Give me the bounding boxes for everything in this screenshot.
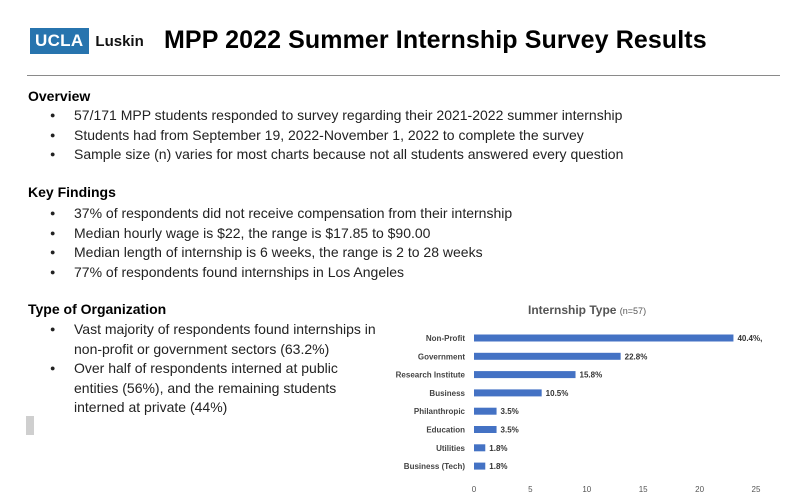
x-tick-label: 25 bbox=[752, 485, 761, 494]
bar bbox=[474, 407, 497, 415]
logo-ucla-text: UCLA bbox=[30, 28, 90, 54]
category-label: Government bbox=[418, 352, 465, 361]
org-type-list: Vast majority of respondents found inter… bbox=[50, 320, 380, 418]
bar bbox=[474, 334, 734, 342]
list-item: Sample size (n) varies for most charts b… bbox=[50, 145, 750, 165]
data-label: 40.4%, bbox=[737, 334, 762, 343]
x-tick-label: 0 bbox=[472, 485, 477, 494]
data-label: 15.8% bbox=[580, 371, 603, 380]
data-label: 1.8% bbox=[489, 462, 507, 471]
list-item: Over half of respondents interned at pub… bbox=[50, 359, 380, 418]
chart-title-text: Internship Type bbox=[528, 303, 617, 317]
overview-heading: Overview bbox=[28, 88, 91, 104]
data-label: 22.8% bbox=[625, 352, 648, 361]
bar bbox=[474, 426, 497, 433]
x-tick-label: 10 bbox=[582, 485, 591, 494]
ucla-luskin-logo: UCLA Luskin bbox=[30, 28, 144, 54]
list-item: Students had from September 19, 2022-Nov… bbox=[50, 126, 750, 146]
overview-list: 57/171 MPP students responded to survey … bbox=[50, 106, 750, 165]
list-item: Median hourly wage is $22, the range is … bbox=[50, 224, 750, 244]
category-label: Business bbox=[429, 389, 465, 398]
category-label: Business (Tech) bbox=[404, 462, 466, 471]
list-item: Median length of internship is 6 weeks, … bbox=[50, 243, 750, 263]
data-label: 3.5% bbox=[501, 426, 519, 435]
x-tick-label: 20 bbox=[695, 485, 704, 494]
data-label: 1.8% bbox=[489, 444, 507, 453]
data-label: 10.5% bbox=[546, 389, 569, 398]
data-label: 3.5% bbox=[501, 407, 519, 416]
bar bbox=[474, 352, 621, 360]
category-label: Education bbox=[426, 426, 465, 435]
x-tick-label: 15 bbox=[639, 485, 648, 494]
list-item: 57/171 MPP students responded to survey … bbox=[50, 106, 750, 126]
key-findings-list: 37% of respondents did not receive compe… bbox=[50, 204, 750, 282]
bar bbox=[474, 371, 576, 379]
chart-title: Internship Type (n=57) bbox=[528, 303, 646, 317]
key-findings-heading: Key Findings bbox=[28, 184, 116, 200]
list-item: Vast majority of respondents found inter… bbox=[50, 320, 380, 359]
category-label: Philanthropic bbox=[414, 407, 466, 416]
x-tick-label: 5 bbox=[528, 485, 533, 494]
bar bbox=[474, 462, 486, 470]
org-type-heading: Type of Organization bbox=[28, 301, 167, 317]
title-divider bbox=[27, 75, 780, 76]
chart-subtitle: (n=57) bbox=[619, 306, 647, 316]
category-label: Utilities bbox=[436, 444, 465, 453]
grey-placeholder-block bbox=[26, 416, 34, 435]
bar bbox=[474, 444, 486, 452]
category-label: Research Institute bbox=[396, 371, 466, 380]
internship-type-chart: Non-Profit 40.4%, Government 22.8% Research … bbox=[396, 334, 763, 494]
logo-luskin-text: Luskin bbox=[95, 32, 144, 50]
category-label: Non-Profit bbox=[426, 334, 465, 343]
bar bbox=[474, 389, 542, 397]
page-title: MPP 2022 Summer Internship Survey Result… bbox=[164, 26, 707, 54]
list-item: 77% of respondents found internships in … bbox=[50, 263, 750, 283]
list-item: 37% of respondents did not receive compe… bbox=[50, 204, 750, 224]
